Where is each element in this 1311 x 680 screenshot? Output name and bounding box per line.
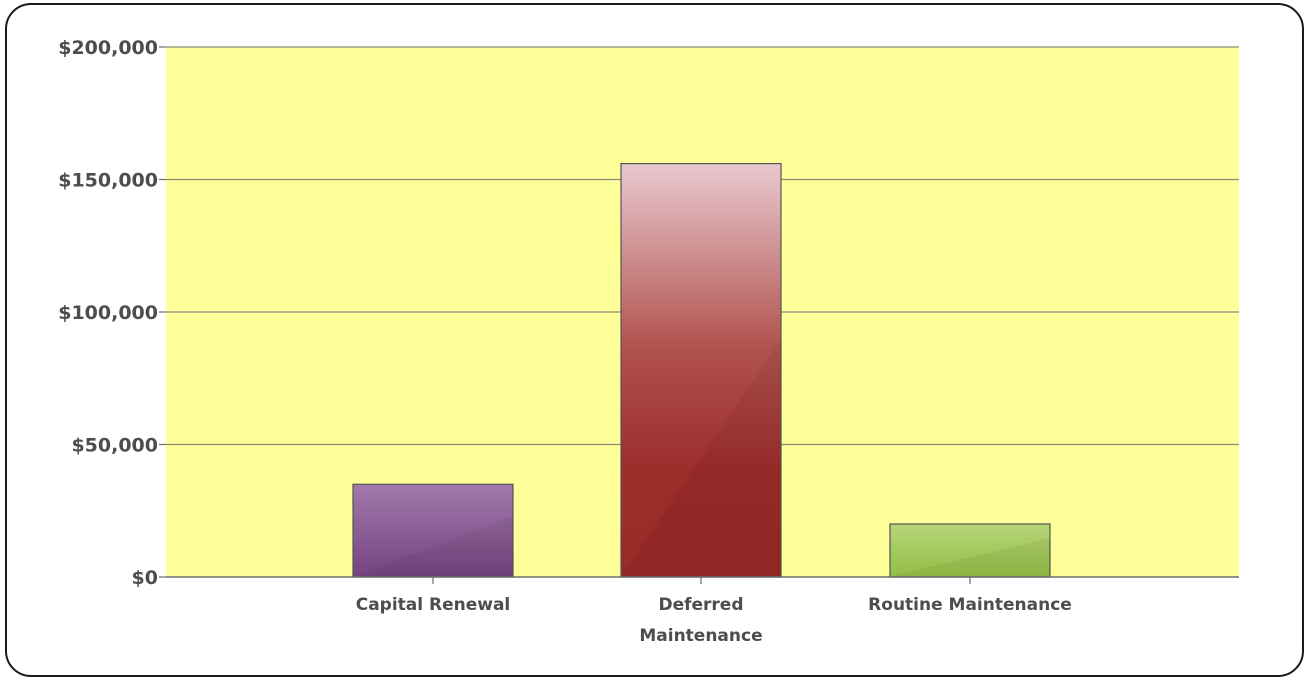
bar-3 <box>889 523 1051 578</box>
y-tick-label: $200,000 <box>58 37 158 59</box>
y-axis-ticks: $0 $50,000 $100,000 $150,000 $200,000 <box>58 37 166 589</box>
x-tick-label: Capital Renewal <box>356 595 511 615</box>
bar-1 <box>352 483 514 578</box>
bar-2 <box>620 163 782 578</box>
x-tick-label: Maintenance <box>639 626 762 646</box>
bar-sheen <box>621 339 781 577</box>
bars <box>352 163 1051 578</box>
y-tick-label: $150,000 <box>58 170 158 192</box>
y-tick-label: $100,000 <box>58 302 158 324</box>
x-axis-ticks: Capital Renewal Deferred Maintenance Routin… <box>356 577 1072 646</box>
y-tick-label: $50,000 <box>71 435 158 457</box>
y-tick-label: $0 <box>132 567 158 589</box>
x-tick-label: Deferred <box>658 595 743 615</box>
x-tick-label: Routine Maintenance <box>868 595 1072 615</box>
bar-sheen <box>890 537 1050 577</box>
bar-sheen <box>353 515 513 577</box>
